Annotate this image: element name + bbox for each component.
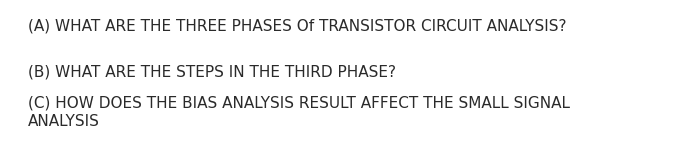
- Text: (A) WHAT ARE THE THREE PHASES Of TRANSISTOR CIRCUIT ANALYSIS?: (A) WHAT ARE THE THREE PHASES Of TRANSIS…: [28, 18, 566, 33]
- Text: (C) HOW DOES THE BIAS ANALYSIS RESULT AFFECT THE SMALL SIGNAL
ANALYSIS: (C) HOW DOES THE BIAS ANALYSIS RESULT AF…: [28, 95, 570, 129]
- Text: (B) WHAT ARE THE STEPS IN THE THIRD PHASE?: (B) WHAT ARE THE STEPS IN THE THIRD PHAS…: [28, 64, 396, 79]
